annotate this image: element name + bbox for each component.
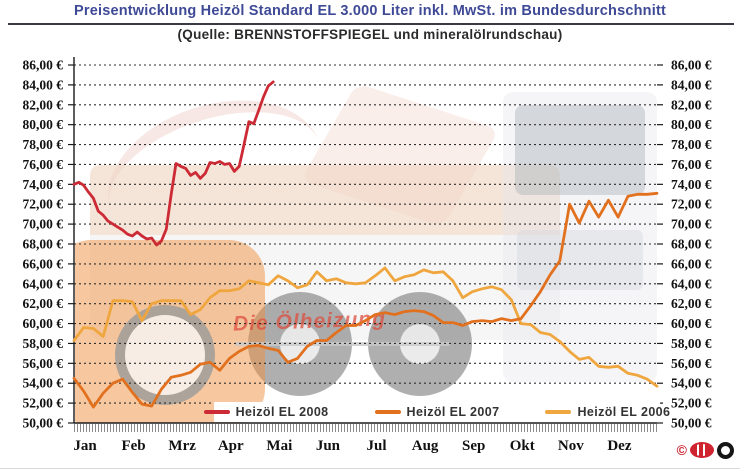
- y-axis-label-right: 76,00 €: [671, 157, 712, 172]
- legend-item-2006: Heizöl EL 2006: [545, 405, 670, 419]
- brand-logo: ©: [677, 438, 734, 462]
- y-axis-label-right: 58,00 €: [671, 336, 712, 351]
- month-label: Jan: [73, 438, 97, 454]
- y-axis-label-left: 86,00 €: [23, 58, 64, 73]
- month-label: Nov: [558, 438, 584, 454]
- month-label: Feb: [121, 438, 145, 454]
- legend-swatch-2007-icon: [374, 410, 401, 414]
- y-axis-label-left: 62,00 €: [23, 296, 64, 311]
- page-title: Preisentwicklung Heizöl Standard EL 3.00…: [73, 3, 667, 19]
- y-axis-label-left: 50,00 €: [23, 416, 64, 431]
- y-axis-label-left: 70,00 €: [23, 217, 64, 232]
- y-axis-label-left: 58,00 €: [23, 336, 64, 351]
- y-axis-label-right: 68,00 €: [671, 237, 712, 252]
- y-axis-label-left: 72,00 €: [23, 197, 64, 212]
- legend-item-2007: Heizöl EL 2007: [374, 405, 500, 419]
- y-axis-label-left: 68,00 €: [23, 237, 64, 252]
- watermark-tank-band: [90, 165, 560, 235]
- chart-subtitle: (Quelle: BRENNSTOFFSPIEGEL und mineralöl…: [177, 27, 563, 42]
- y-axis-label-left: 84,00 €: [23, 77, 64, 92]
- y-axis-label-left: 56,00 €: [23, 356, 64, 371]
- y-axis-label-right: 70,00 €: [671, 217, 712, 232]
- watermark-text-underline: [235, 342, 450, 346]
- y-axis-label-left: 76,00 €: [23, 157, 64, 172]
- legend-label-2008: Heizöl EL 2008: [235, 405, 329, 419]
- y-axis-label-left: 60,00 €: [23, 316, 64, 331]
- y-axis-label-left: 78,00 €: [23, 137, 64, 152]
- month-label: Jul: [366, 438, 386, 454]
- y-axis-label-left: 82,00 €: [23, 97, 64, 112]
- daily-minor-tick-band: [74, 424, 657, 432]
- title-divider: [8, 23, 734, 25]
- brand-logo-ring-icon: [717, 441, 734, 459]
- y-axis-label-right: 72,00 €: [671, 197, 712, 212]
- y-axis-label-right: 62,00 €: [671, 296, 712, 311]
- y-axis-label-left: 66,00 €: [23, 256, 64, 271]
- y-axis-label-right: 66,00 €: [671, 256, 712, 271]
- legend: Heizöl EL 2008 Heizöl EL 2007 Heizöl EL …: [203, 402, 670, 422]
- watermark-grille: [517, 230, 643, 290]
- legend-label-2007: Heizöl EL 2007: [406, 405, 500, 419]
- month-label: Mai: [266, 438, 292, 454]
- month-label: Sep: [462, 438, 485, 454]
- brand-logo-oval-icon: [690, 442, 714, 458]
- legend-item-2008: Heizöl EL 2008: [203, 405, 329, 419]
- y-axis-label-left: 54,00 €: [23, 376, 64, 391]
- month-label: Apr: [218, 438, 244, 454]
- y-axis-label-right: 82,00 €: [671, 97, 712, 112]
- y-axis-label-right: 84,00 €: [671, 77, 712, 92]
- y-axis-label-right: 56,00 €: [671, 356, 712, 371]
- copyright-icon: ©: [676, 442, 687, 458]
- legend-swatch-2006-icon: [545, 410, 572, 414]
- y-axis-label-right: 86,00 €: [671, 58, 712, 73]
- y-axis-label-right: 54,00 €: [671, 376, 712, 391]
- y-axis-label-right: 52,00 €: [671, 396, 712, 411]
- y-axis-label-left: 64,00 €: [23, 276, 64, 291]
- watermark-windshield: [515, 105, 645, 195]
- y-axis-label-left: 52,00 €: [23, 396, 64, 411]
- month-label: Jun: [316, 438, 341, 454]
- legend-label-2006: Heizöl EL 2006: [577, 405, 671, 419]
- month-label: Aug: [412, 438, 439, 454]
- y-axis-label-right: 80,00 €: [671, 117, 712, 132]
- y-axis-label-right: 60,00 €: [671, 316, 712, 331]
- month-label: Okt: [510, 438, 535, 454]
- y-axis-label-left: 74,00 €: [23, 177, 64, 192]
- truck-watermark: Die Ölheizung: [75, 60, 657, 423]
- watermark-wheel-icon: [115, 305, 215, 405]
- y-axis-label-right: 74,00 €: [671, 177, 712, 192]
- y-axis-label-right: 78,00 €: [671, 137, 712, 152]
- month-label: Mrz: [168, 438, 196, 454]
- panel-bottom-edge: [0, 468, 740, 469]
- y-axis-label-right: 50,00 €: [671, 416, 712, 431]
- y-axis-label-right: 64,00 €: [671, 276, 712, 291]
- legend-swatch-2008-icon: [203, 410, 230, 414]
- y-axis-label-left: 80,00 €: [23, 117, 64, 132]
- month-label: Dez: [607, 438, 631, 454]
